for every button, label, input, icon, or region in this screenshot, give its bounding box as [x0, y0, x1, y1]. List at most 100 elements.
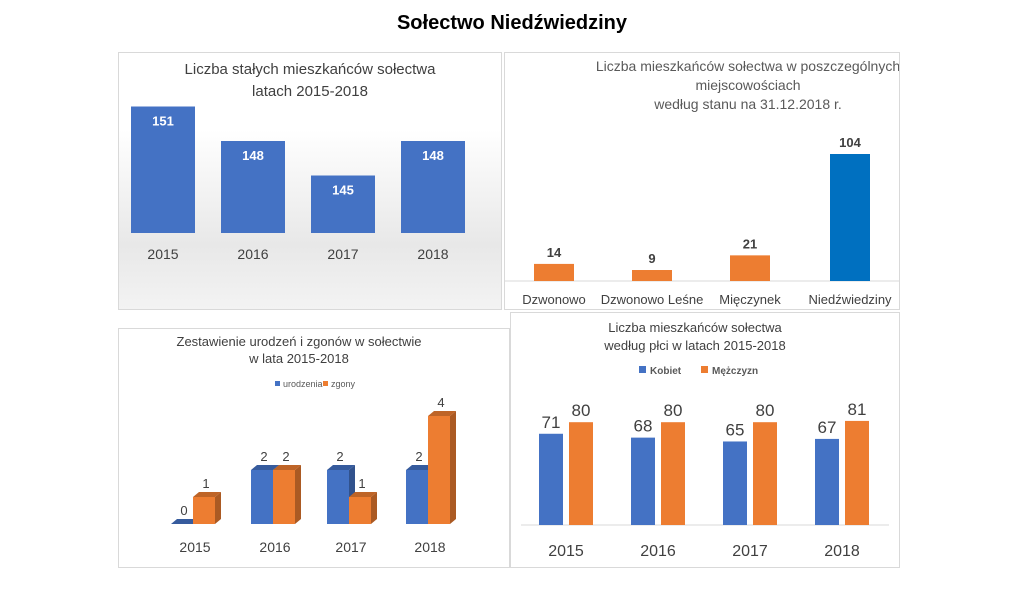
data-label: 9 — [648, 251, 655, 266]
x-tick-label: Dzwonowo — [522, 292, 586, 307]
bar-top — [193, 492, 221, 497]
data-label: 80 — [756, 401, 775, 420]
chart-panel-residents-by-year: Liczba stałych mieszkańców sołectwa latac… — [118, 52, 502, 310]
chart-title-line: Liczba mieszkańców sołectwa — [608, 320, 782, 335]
data-label: 104 — [839, 135, 861, 150]
x-tick-label: 2017 — [327, 246, 358, 262]
page-title: Sołectwo Niedźwiedziny — [396, 12, 628, 34]
data-label: 80 — [572, 401, 591, 420]
bar-side — [215, 492, 221, 524]
chart-residents-by-year: Liczba stałych mieszkańców sołectwa latac… — [131, 61, 465, 262]
data-label: 65 — [726, 420, 745, 439]
bar — [631, 437, 655, 525]
legend-label: Mężczyzn — [712, 366, 758, 377]
bar — [723, 441, 747, 525]
chart-panel-births-deaths: Zestawienie urodzeń i zgonów w sołectwie… — [118, 328, 510, 568]
data-label: 71 — [542, 413, 561, 432]
chart-title-line: według stanu na 31.12.2018 r. — [653, 96, 842, 112]
legend-swatch — [275, 381, 280, 386]
x-tick-label: 2018 — [414, 539, 445, 555]
x-tick-label: 2018 — [417, 246, 448, 262]
data-label: 4 — [437, 395, 444, 410]
bar — [327, 470, 349, 524]
bar-top — [171, 519, 199, 524]
bar — [661, 422, 685, 525]
data-label: 2 — [282, 449, 289, 464]
data-label: 145 — [332, 183, 354, 198]
bar-side — [295, 465, 301, 524]
chart-title-line: latach 2015-2018 — [252, 83, 368, 100]
data-label: 80 — [664, 401, 683, 420]
bar — [428, 416, 450, 524]
x-tick-label: 2016 — [259, 539, 290, 555]
data-label: 68 — [634, 417, 653, 436]
bar-top — [273, 465, 301, 470]
bar-top — [428, 411, 456, 416]
bar — [534, 263, 574, 281]
data-label: 1 — [202, 476, 209, 491]
bar-top — [251, 465, 279, 470]
data-label: 67 — [818, 418, 837, 437]
bar — [406, 470, 428, 524]
bar — [845, 420, 869, 525]
data-label: 2 — [336, 449, 343, 464]
data-label: 151 — [152, 114, 174, 129]
data-label: 2 — [415, 449, 422, 464]
chart-title-line: Zestawienie urodzeń i zgonów w sołectwie — [177, 334, 422, 349]
x-tick-label: 2016 — [640, 543, 676, 560]
chart-panel-residents-by-sex: Liczba mieszkańców sołectwa według płci w… — [510, 312, 900, 568]
chart-title-line: według płci w latach 2015-2018 — [603, 338, 785, 353]
data-label: 148 — [242, 148, 264, 163]
x-tick-label: 2015 — [179, 539, 210, 555]
bar — [221, 141, 285, 233]
legend-label: zgony — [331, 379, 356, 389]
data-label: 14 — [547, 245, 562, 260]
chart-residents-by-village: Liczba mieszkańców sołectwa w poszczegól… — [505, 58, 899, 307]
x-tick-label: Niedźwiedziny — [808, 292, 892, 307]
x-tick-label: 2018 — [824, 543, 860, 560]
bar-top — [349, 492, 377, 497]
x-tick-label: Mięczynek — [719, 292, 781, 307]
bar — [349, 497, 371, 524]
x-tick-label: 2017 — [335, 539, 366, 555]
data-label: 81 — [848, 400, 867, 419]
bar — [815, 438, 839, 525]
chart-title-line: Liczba stałych mieszkańców sołectwa — [185, 61, 437, 78]
bar — [251, 470, 273, 524]
data-label: 0 — [180, 503, 187, 518]
chart-births-deaths: Zestawienie urodzeń i zgonów w sołectwie… — [171, 334, 456, 555]
x-tick-label: Dzwonowo Leśne — [601, 292, 704, 307]
data-label: 21 — [743, 236, 757, 251]
bar — [193, 497, 215, 524]
bar — [131, 106, 195, 233]
bar — [539, 433, 563, 525]
legend-swatch — [701, 366, 708, 373]
bar-top — [406, 465, 434, 470]
x-tick-label: 2016 — [237, 246, 268, 262]
chart-title-line: Liczba mieszkańców sołectwa w poszczegól… — [596, 58, 899, 74]
bar-top — [327, 465, 355, 470]
bar — [632, 270, 672, 281]
bar — [569, 422, 593, 525]
chart-panel-residents-by-village: Liczba mieszkańców sołectwa w poszczegól… — [504, 52, 900, 310]
x-tick-label: 2015 — [147, 246, 178, 262]
bar — [273, 470, 295, 524]
chart-residents-by-sex: Liczba mieszkańców sołectwa według płci w… — [521, 320, 889, 560]
data-label: 148 — [422, 148, 444, 163]
chart-title-line: w lata 2015-2018 — [248, 351, 349, 366]
legend-swatch — [323, 381, 328, 386]
legend-label: urodzenia — [283, 379, 323, 389]
chart-title-line: miejscowościach — [695, 77, 800, 93]
data-label: 1 — [358, 476, 365, 491]
bar — [401, 141, 465, 233]
bar — [311, 175, 375, 233]
data-label: 2 — [260, 449, 267, 464]
x-tick-label: 2015 — [548, 543, 584, 560]
legend-label: Kobiet — [650, 366, 682, 377]
legend-swatch — [639, 366, 646, 373]
bar — [730, 255, 770, 281]
bar — [753, 422, 777, 525]
bar-side — [371, 492, 377, 524]
bar-side — [450, 411, 456, 524]
x-tick-label: 2017 — [732, 543, 768, 560]
